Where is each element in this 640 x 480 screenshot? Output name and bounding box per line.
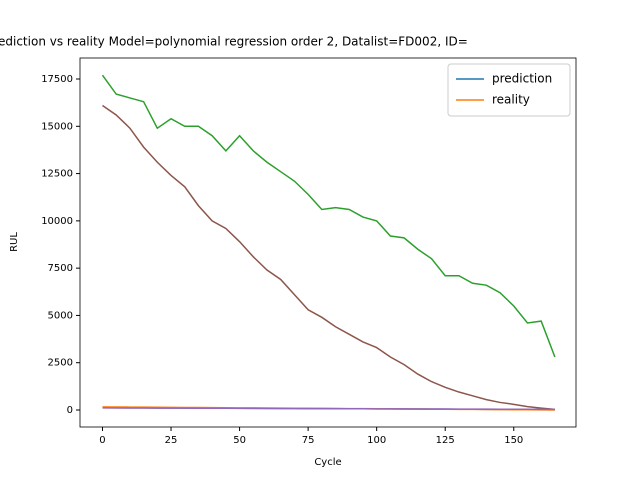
series-line: [101, 74, 556, 358]
y-tick-label: 5000: [48, 310, 73, 321]
x-tick-label: 75: [302, 435, 315, 446]
x-tick-label: 25: [165, 435, 178, 446]
x-tick-label: 50: [233, 435, 246, 446]
x-tick-label: 125: [436, 435, 455, 446]
series-line: [102, 407, 555, 411]
y-tick-label: 10000: [41, 216, 73, 227]
y-tick-label: 7500: [48, 263, 73, 274]
y-tick-label: 0: [67, 405, 73, 416]
x-tick-label: 100: [367, 435, 386, 446]
plot-frame: [79, 57, 577, 428]
legend-box: [447, 63, 571, 117]
y-tick-label: 2500: [48, 358, 73, 369]
x-tick-label: 150: [504, 435, 523, 446]
y-tick-label: 12500: [41, 169, 73, 180]
x-tick-label: 0: [99, 435, 105, 446]
series-line: [102, 104, 555, 411]
x-axis-label: Cycle: [314, 457, 341, 468]
y-tick-label: 17500: [41, 74, 73, 85]
legend-label: reality: [492, 93, 530, 107]
y-axis-label: RUL: [9, 232, 20, 252]
legend-label: prediction: [492, 72, 552, 86]
y-tick-label: 15000: [41, 121, 73, 132]
chart-title: ediction vs reality Model=polynomial reg…: [0, 35, 468, 49]
